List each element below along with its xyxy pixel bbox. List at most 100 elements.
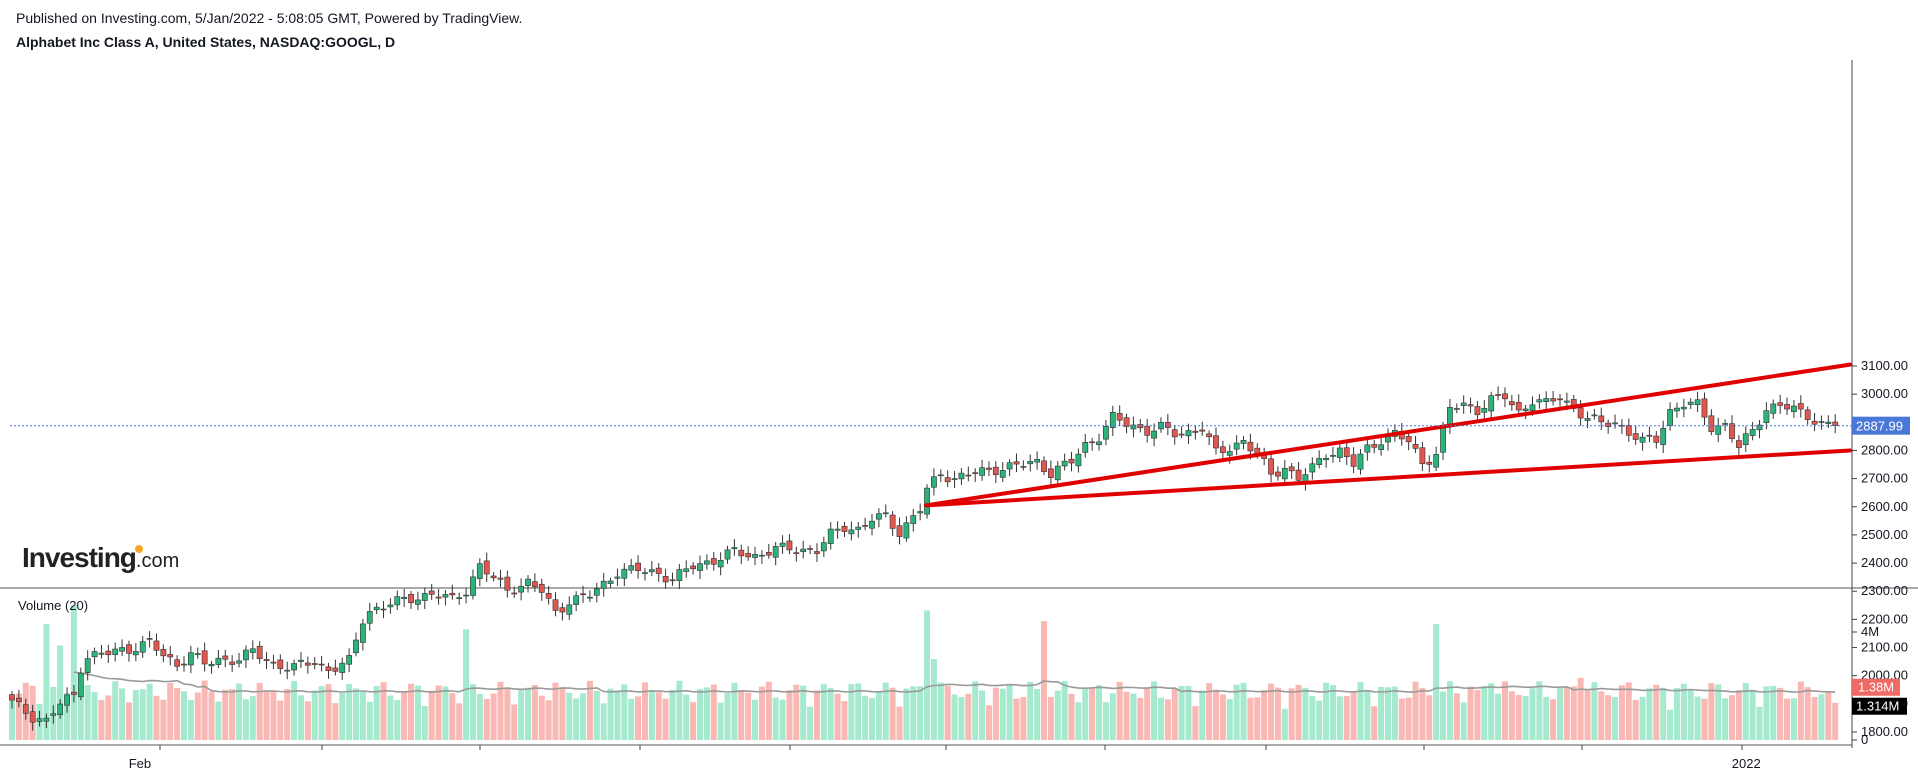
volume-bar: [1481, 686, 1488, 740]
volume-bar: [717, 702, 724, 740]
candle-body: [834, 528, 841, 531]
candle-body: [84, 658, 91, 673]
candle: [201, 642, 208, 672]
volume-bar: [793, 684, 800, 740]
candle: [765, 543, 772, 559]
candle-body: [243, 649, 249, 661]
candle: [435, 589, 442, 605]
volume-bar: [1673, 688, 1680, 740]
volume-bar: [1618, 685, 1625, 740]
volume-bar: [1288, 688, 1295, 740]
candle-body: [642, 572, 648, 574]
volume-bar: [1563, 687, 1570, 740]
volume-bar: [648, 690, 655, 740]
candle-body: [1488, 395, 1495, 412]
volume-bar: [1832, 702, 1839, 740]
volume-bar: [614, 690, 621, 740]
candle: [834, 521, 841, 539]
volume-bar: [84, 685, 91, 740]
candle: [1825, 415, 1832, 429]
candle: [1206, 430, 1213, 446]
volume-bar: [738, 690, 745, 740]
volume-bar: [1268, 683, 1275, 740]
candle: [662, 568, 669, 589]
volume-bar: [807, 706, 814, 740]
candle: [463, 587, 469, 604]
volume-bar: [242, 699, 249, 740]
candle-body: [1784, 404, 1790, 410]
candle-body: [937, 474, 944, 477]
candle-body: [463, 594, 469, 597]
candle: [1502, 387, 1508, 408]
price-tick-label: 2500.00: [1861, 527, 1908, 542]
candle: [1481, 399, 1488, 421]
candle: [814, 543, 820, 562]
candle-body: [1082, 441, 1089, 453]
candle-body: [951, 478, 958, 480]
candle-body: [353, 639, 359, 654]
volume-bar: [869, 697, 875, 740]
candle-body: [1171, 429, 1178, 438]
candle: [1061, 453, 1068, 471]
price-tick-label: 3100.00: [1861, 358, 1908, 373]
volume-bar: [318, 686, 325, 740]
candle-body: [1440, 425, 1446, 453]
candle-body: [538, 583, 545, 593]
candle: [820, 536, 827, 558]
volume-bar: [483, 698, 490, 740]
candle-body: [1378, 444, 1385, 450]
candle-body: [1715, 425, 1722, 435]
candle: [1495, 386, 1501, 401]
candle: [126, 640, 132, 662]
candle-body: [119, 647, 125, 652]
candle: [394, 590, 401, 611]
candle-body: [132, 651, 139, 656]
candle-body: [1330, 455, 1336, 457]
candle-body: [22, 704, 29, 714]
candle-body: [442, 594, 449, 598]
candle: [1797, 395, 1804, 418]
candle: [1268, 451, 1274, 483]
volume-bar: [813, 690, 820, 740]
candle-body: [1770, 403, 1777, 414]
volume-bar: [229, 689, 236, 740]
candle-body: [71, 691, 77, 695]
candle: [1116, 405, 1123, 426]
candle: [236, 652, 242, 668]
volume-bar: [1116, 682, 1123, 740]
candle-body: [1268, 458, 1274, 475]
candle: [648, 561, 655, 577]
volume-bar: [628, 698, 635, 740]
candle-body: [346, 655, 353, 665]
candle-body: [1797, 403, 1804, 410]
candle: [504, 570, 511, 598]
candle: [1302, 468, 1309, 491]
candle-body: [1646, 434, 1653, 437]
volume-bar: [580, 693, 587, 740]
volume-bar: [408, 683, 415, 740]
volume-bar: [1364, 690, 1371, 740]
candle-body: [800, 548, 807, 553]
candle-body: [98, 652, 105, 655]
candle-body: [291, 663, 297, 671]
volume-bar: [690, 702, 697, 740]
candle: [800, 540, 807, 559]
candle-body: [1825, 421, 1832, 424]
candle: [408, 590, 414, 610]
volume-bar: [1742, 682, 1749, 740]
candle: [1729, 415, 1735, 443]
candle: [36, 710, 43, 727]
candle: [1233, 435, 1240, 456]
candle: [607, 577, 614, 588]
candle: [1213, 427, 1219, 455]
logo-text: Investing: [22, 542, 137, 573]
candle-body: [1701, 398, 1708, 418]
volume-bar: [669, 689, 676, 740]
candle-body: [1371, 444, 1378, 448]
candle: [270, 654, 277, 669]
candle: [1460, 395, 1467, 414]
candle: [77, 667, 84, 701]
candle: [1646, 426, 1653, 443]
candle-body: [1275, 471, 1281, 477]
